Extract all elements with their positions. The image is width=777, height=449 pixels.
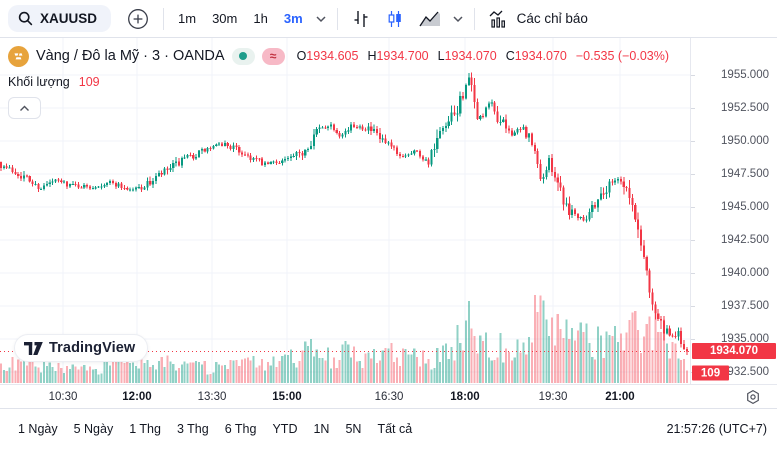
ohlc-field-O: O1934.605 xyxy=(296,49,359,63)
price-axis-label: 1940.000 xyxy=(721,267,769,279)
volume-bars xyxy=(0,295,688,383)
gridlines xyxy=(0,38,690,384)
symbol-search-value: XAUUSD xyxy=(40,11,98,26)
chevron-down-icon xyxy=(453,15,463,22)
toolbar-divider xyxy=(336,7,338,30)
price-axis-tick xyxy=(691,240,695,241)
chevron-down-icon xyxy=(316,15,326,22)
time-axis-label: 13:30 xyxy=(197,390,227,403)
candlestick-chart[interactable] xyxy=(0,38,690,384)
price-axis-tick xyxy=(691,207,695,208)
chart-legend: Vàng / Đô la Mỹ · 3 · OANDA ≈ O1934.605 H… xyxy=(8,44,669,119)
range-button[interactable]: 5N xyxy=(345,422,362,436)
compare-add-symbol-button[interactable] xyxy=(119,5,157,32)
range-button[interactable]: 5 Ngày xyxy=(73,422,114,436)
price-axis-tick xyxy=(691,108,695,109)
time-axis-label: 12:00 xyxy=(122,390,152,403)
time-axis-label: 18:00 xyxy=(450,390,480,403)
volume-study-value: 109 xyxy=(78,75,100,89)
chart-pane: Vàng / Đô la Mỹ · 3 · OANDA ≈ O1934.605 H… xyxy=(0,38,777,384)
price-axis-tick xyxy=(691,174,695,175)
date-range-group: 1 Ngày 5 Ngày 1 Thg 3 Thg 6 Thg YTD 1N 5N Tất cả xyxy=(18,422,412,436)
range-button[interactable]: YTD xyxy=(272,422,298,436)
area-chart-icon xyxy=(419,11,440,26)
symbol-search-button[interactable]: XAUUSD xyxy=(8,5,112,32)
price-axis-tick xyxy=(691,306,695,307)
range-button[interactable]: 1 Ngày xyxy=(18,422,58,436)
price-axis-tick xyxy=(691,75,695,76)
tradingview-logo-icon xyxy=(24,341,43,355)
timeframe-button-1h[interactable]: 1h xyxy=(253,11,268,26)
market-open-dot-icon xyxy=(239,52,248,60)
tradingview-brand-text: TradingView xyxy=(49,340,136,356)
chevron-up-icon xyxy=(20,105,29,111)
candlestick-icon xyxy=(388,10,401,27)
symbol-title[interactable]: Vàng / Đô la Mỹ · 3 · OANDA xyxy=(36,48,225,64)
range-button[interactable]: 6 Thg xyxy=(224,422,257,436)
price-axis-label: 1942.500 xyxy=(721,234,769,246)
time-axis-label: 21:00 xyxy=(605,390,635,403)
price-axis-label: 1955.000 xyxy=(721,69,769,81)
time-axis-label: 19:30 xyxy=(538,390,568,403)
price-axis-label: 1932.500 xyxy=(721,366,769,378)
last-price-tag: 1934.070 xyxy=(692,343,776,360)
ohlc-field-L: L1934.070 xyxy=(437,49,497,63)
volume-study-label[interactable]: Khối lượng xyxy=(8,75,70,89)
timeframe-button-30m[interactable]: 30m xyxy=(212,11,238,26)
price-axis-tick xyxy=(691,141,695,142)
search-icon xyxy=(18,11,33,26)
toolbar-divider xyxy=(163,7,165,30)
indicators-button[interactable]: Các chỉ báo xyxy=(481,5,595,32)
ohlc-values: O1934.605 H1934.700 L1934.070 C1934.070 xyxy=(297,49,567,63)
price-axis-label: 1947.500 xyxy=(721,168,769,180)
price-axis[interactable]: 1955.000 1952.500 1950.000 1947.500 1945.000… xyxy=(691,38,777,384)
range-button[interactable]: 1 Thg xyxy=(129,422,161,436)
tradingview-watermark-link[interactable]: TradingView xyxy=(14,334,149,362)
price-axis-label: 1937.500 xyxy=(721,300,769,312)
range-button[interactable]: 3 Thg xyxy=(176,422,209,436)
timeframe-menu-button[interactable] xyxy=(311,5,331,32)
time-axis-settings-button[interactable] xyxy=(745,389,761,408)
indicators-icon xyxy=(489,10,505,28)
area-chart-type-button[interactable] xyxy=(412,5,448,32)
price-change: −0.535 (−0.03%) xyxy=(575,49,669,63)
candlestick-chart-type-button[interactable] xyxy=(378,5,412,32)
last-volume-tag: 109 xyxy=(692,365,729,381)
time-axis-label: 15:00 xyxy=(272,390,302,403)
collapse-legend-button[interactable] xyxy=(8,97,41,119)
bottom-toolbar: 1 Ngày 5 Ngày 1 Thg 3 Thg 6 Thg YTD 1N 5N Tất cả… xyxy=(0,408,777,449)
chart-type-menu-button[interactable] xyxy=(448,5,468,32)
bar-chart-type-button[interactable] xyxy=(344,5,378,32)
price-axis-tick xyxy=(691,339,695,340)
clock-timezone-button[interactable]: 21:57:26 (UTC+7) xyxy=(666,422,767,436)
price-axis-separator xyxy=(690,38,691,408)
ohlc-field-C: C1934.070 xyxy=(505,49,567,63)
time-axis[interactable]: 10:30 12:00 13:30 15:00 16:30 18:00 19:30 21:00 xyxy=(0,384,777,408)
price-axis-tick xyxy=(691,273,695,274)
toolbar-divider xyxy=(473,7,475,30)
timeframe-button-3m[interactable]: 3m xyxy=(283,11,303,26)
plus-circle-icon xyxy=(128,8,148,29)
price-axis-label: 1935.000 xyxy=(721,333,769,345)
candles xyxy=(0,72,688,355)
time-axis-label: 16:30 xyxy=(374,390,404,403)
time-axis-label: 10:30 xyxy=(48,390,78,403)
timezone-settings-icon xyxy=(747,390,759,404)
range-button[interactable]: 1N xyxy=(313,422,330,436)
price-axis-label: 1945.000 xyxy=(721,201,769,213)
market-status-badge[interactable] xyxy=(231,47,255,65)
range-button[interactable]: Tất cả xyxy=(377,422,413,436)
price-axis-label: 1952.500 xyxy=(721,102,769,114)
ohlc-bars-icon xyxy=(354,10,368,27)
gold-symbol-icon xyxy=(8,45,29,67)
delayed-data-badge[interactable]: ≈ xyxy=(261,47,285,65)
timeframe-group: 1m 30m 1h 3m xyxy=(170,5,311,32)
ohlc-field-H: H1934.700 xyxy=(367,49,429,63)
price-axis-label: 1950.000 xyxy=(721,135,769,147)
indicators-label: Các chỉ báo xyxy=(516,11,588,26)
top-toolbar: XAUUSD 1m 30m 1h 3m xyxy=(0,0,777,38)
timeframe-button-1m[interactable]: 1m xyxy=(178,11,197,26)
